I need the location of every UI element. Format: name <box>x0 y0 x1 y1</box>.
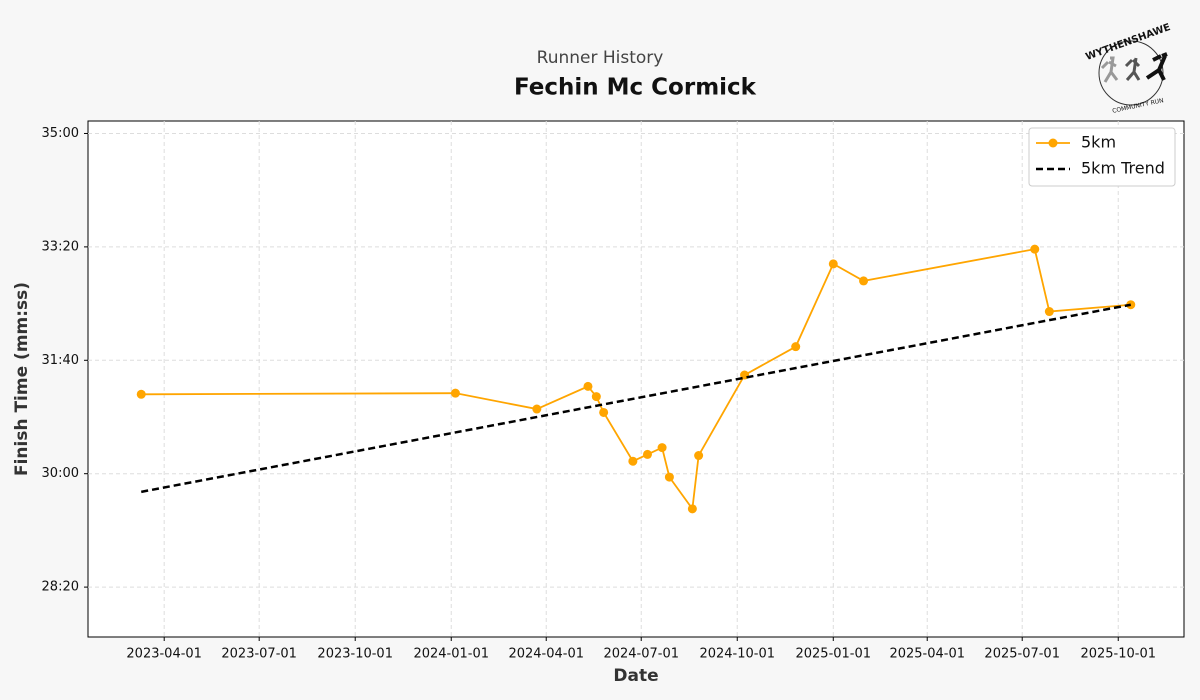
data-point <box>599 407 609 417</box>
y-tick-label: 28:20 <box>42 580 79 595</box>
data-point <box>859 276 869 286</box>
legend-label: 5km <box>1081 133 1116 152</box>
legend-marker <box>1048 138 1058 148</box>
x-axis-label: Date <box>613 666 658 686</box>
data-point <box>657 443 667 453</box>
x-tick-label: 2023-04-01 <box>126 647 202 662</box>
y-tick-label: 30:00 <box>42 466 79 481</box>
data-point <box>642 449 652 459</box>
x-tick-label: 2024-04-01 <box>508 647 584 662</box>
x-tick-label: 2024-10-01 <box>699 647 775 662</box>
data-point <box>591 392 601 402</box>
y-tick-label: 31:40 <box>42 353 79 368</box>
x-tick-label: 2023-10-01 <box>317 647 393 662</box>
logo: WYTHENSHAWE COMMUNITY RUN <box>1084 22 1172 115</box>
chart-title: Fechin Mc Cormick <box>514 75 757 101</box>
data-point <box>136 389 146 399</box>
y-tick-label: 33:20 <box>42 239 79 254</box>
data-point <box>828 259 838 269</box>
data-point <box>687 504 697 514</box>
x-tick-label: 2025-04-01 <box>889 647 965 662</box>
x-tick-label: 2024-07-01 <box>603 647 679 662</box>
data-point <box>532 404 542 414</box>
logo-bottom-text: COMMUNITY RUN <box>1112 97 1165 115</box>
data-point <box>1044 307 1054 317</box>
data-point <box>583 381 593 391</box>
x-tick-label: 2025-07-01 <box>984 647 1060 662</box>
x-tick-label: 2025-01-01 <box>795 647 871 662</box>
x-tick-label: 2025-10-01 <box>1080 647 1156 662</box>
data-point <box>1030 244 1040 254</box>
x-tick-label: 2023-07-01 <box>221 647 297 662</box>
x-tick-label: 2024-01-01 <box>413 647 489 662</box>
data-point <box>791 342 801 352</box>
logo-ring <box>1098 40 1164 106</box>
logo-runner <box>1100 56 1119 83</box>
trend-line <box>141 303 1132 494</box>
chart-subtitle: Runner History <box>537 48 664 68</box>
data-point <box>628 456 638 466</box>
logo-runner <box>1145 52 1168 81</box>
data-point <box>664 472 674 482</box>
plot-area <box>87 120 1185 638</box>
y-axis-label: Finish Time (mm:ss) <box>12 282 32 476</box>
data-point <box>450 388 460 398</box>
data-point <box>694 451 704 461</box>
logo-runner <box>1124 57 1141 81</box>
legend-label: 5km Trend <box>1081 159 1165 178</box>
y-tick-label: 35:00 <box>42 126 79 141</box>
